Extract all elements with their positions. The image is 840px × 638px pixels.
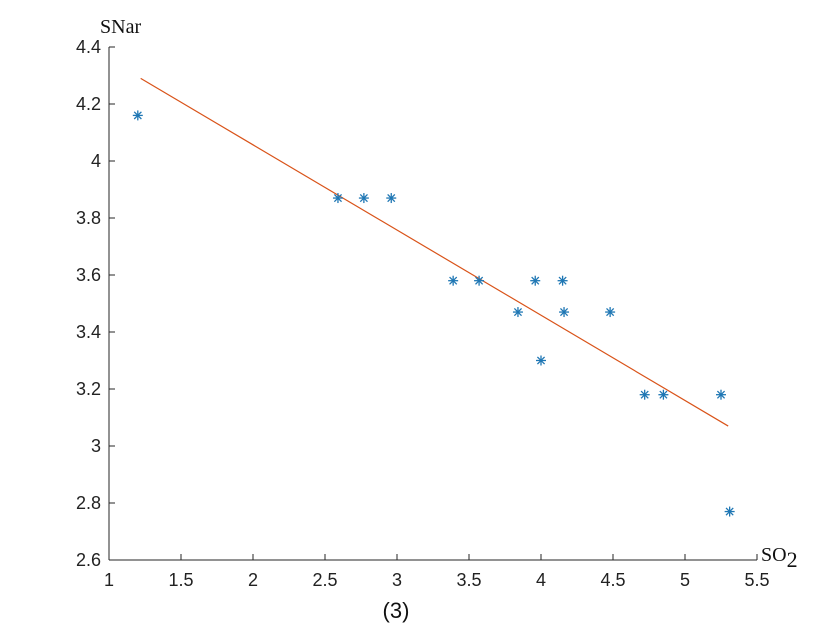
x-axis-title: SO2 <box>761 544 798 572</box>
y-tick-label: 3.6 <box>76 265 101 285</box>
y-tick-label: 3.2 <box>76 379 101 399</box>
data-point <box>536 355 546 366</box>
y-tick-label: 3.8 <box>76 208 101 228</box>
data-point <box>474 275 485 286</box>
data-point <box>724 506 735 517</box>
fit-line-layer <box>140 77 729 427</box>
data-point <box>530 275 541 286</box>
data-points <box>132 110 735 517</box>
data-point <box>448 275 459 286</box>
data-point <box>658 389 669 400</box>
y-tick-label: 3 <box>91 436 101 456</box>
data-point <box>716 389 726 400</box>
x-ticks: 1 1.5 2 2.5 3 3.5 4 4.5 5 5.5 <box>104 554 770 590</box>
data-point <box>557 275 568 286</box>
x-tick-label: 5 <box>680 570 690 590</box>
x-tick-label: 4.5 <box>600 570 625 590</box>
regression-line <box>140 77 729 427</box>
x-tick-label: 1.5 <box>168 570 193 590</box>
figure-caption: (3) <box>383 598 410 623</box>
data-point <box>332 193 343 204</box>
x-tick-label: 4 <box>536 570 546 590</box>
x-axis-title-subscript: 2 <box>787 547 798 572</box>
data-point <box>386 193 397 204</box>
y-tick-label: 4 <box>91 151 101 171</box>
data-point <box>639 389 650 400</box>
y-tick-label: 4.2 <box>76 94 101 114</box>
y-tick-label: 2.8 <box>76 493 101 513</box>
y-ticks: 2.6 2.8 3 3.2 3.4 3.6 3.8 4 4.2 4.4 <box>76 37 115 570</box>
data-point <box>132 110 143 121</box>
y-tick-label: 4.4 <box>76 37 101 57</box>
data-point <box>605 307 616 318</box>
x-tick-label: 5.5 <box>744 570 769 590</box>
y-tick-label: 3.4 <box>76 322 101 342</box>
x-tick-label: 1 <box>104 570 114 590</box>
x-tick-label: 3.5 <box>456 570 481 590</box>
x-tick-label: 3 <box>392 570 402 590</box>
x-axis-title-main: SO <box>761 544 787 566</box>
data-point <box>559 307 570 318</box>
x-tick-label: 2 <box>248 570 258 590</box>
y-axis-title: SNar <box>100 16 141 38</box>
x-tick-label: 2.5 <box>312 570 337 590</box>
y-tick-label: 2.6 <box>76 550 101 570</box>
data-point <box>358 193 369 204</box>
data-point <box>512 307 523 318</box>
axes <box>108 47 757 561</box>
